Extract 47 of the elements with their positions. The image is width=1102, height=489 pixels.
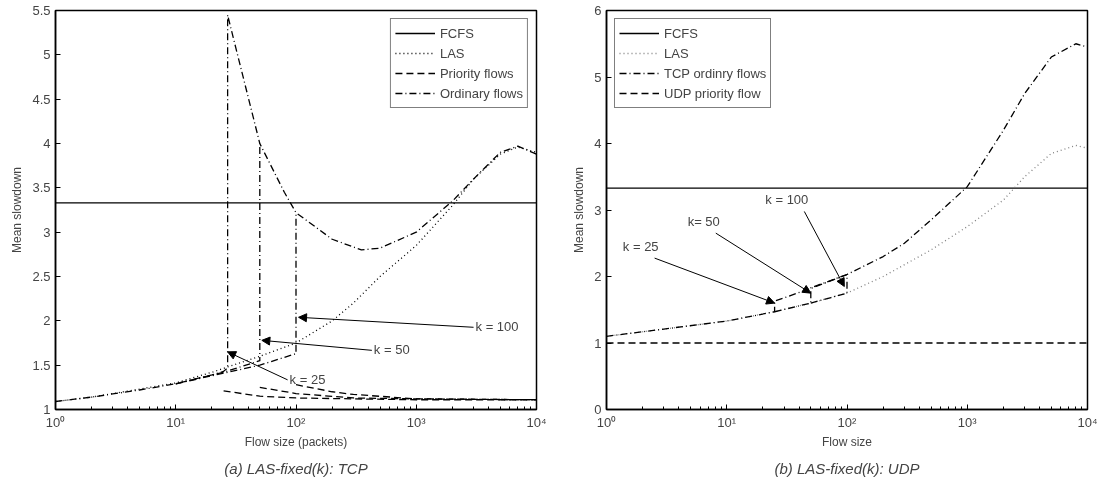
annotation: k= 50 [687,214,720,230]
y-tick-label: 3 [594,202,602,218]
y-tick-label: 1 [43,402,51,417]
x-tick-label: 10⁰ [45,414,66,430]
legend-label: Ordinary flows [439,85,523,101]
y-tick-label: 2.5 [32,269,51,284]
x-tick-label: 10¹ [166,414,186,430]
legend-label: LAS [439,45,465,61]
y-tick-label: 6 [594,3,602,18]
x-tick-label: 10² [837,414,858,430]
x-tick-label: 10¹ [717,414,737,430]
y-tick-label: 5 [43,47,51,63]
y-tick-label: 0 [594,402,602,417]
text: (a) LAS-fixed(k): TCP [224,459,368,477]
y-tick-label: 1.5 [32,357,51,373]
y-tick-label: 4 [43,136,51,151]
x-axis-title: Flow size (packets) [244,434,348,449]
legend-label: UDP priority flow [664,85,761,101]
y-tick-label: 5 [594,69,602,85]
text: (b) LAS-fixed(k): UDP [774,459,920,477]
annotation: k = 50 [373,342,410,358]
x-tick-label: 10² [286,414,307,430]
y-tick-label: 4.5 [32,91,51,107]
y-tick-label: 3.5 [32,180,51,196]
x-tick-label: 10⁰ [596,414,617,430]
x-tick-label: 10⁴ [1077,414,1098,430]
y-tick-label: 2 [594,269,602,284]
x-tick-label: 10³ [957,414,978,430]
legend-label: TCP ordinry flows [664,65,767,81]
annotation: k = 25 [289,371,326,387]
annotation: k = 25 [622,239,659,255]
legend-label: FCFS [439,25,474,41]
legend-label: FCFS [664,25,698,41]
legend-label: Priority flows [439,65,514,81]
y-tick-label: 1 [594,335,602,351]
x-axis-title: Flow size [822,434,873,449]
legend-label: LAS [664,45,689,61]
x-tick-label: 10³ [406,414,427,430]
annotation: k = 100 [765,192,809,208]
y-axis-title: Mean slowdown [10,166,25,254]
y-tick-label: 2 [43,313,51,329]
y-tick-label: 4 [594,136,602,151]
x-tick-label: 10⁴ [526,414,547,430]
y-axis-title: Mean slowdown [572,166,587,254]
y-tick-label: 3 [43,224,51,240]
annotation: k = 100 [475,319,519,335]
y-tick-label: 5.5 [32,3,51,18]
